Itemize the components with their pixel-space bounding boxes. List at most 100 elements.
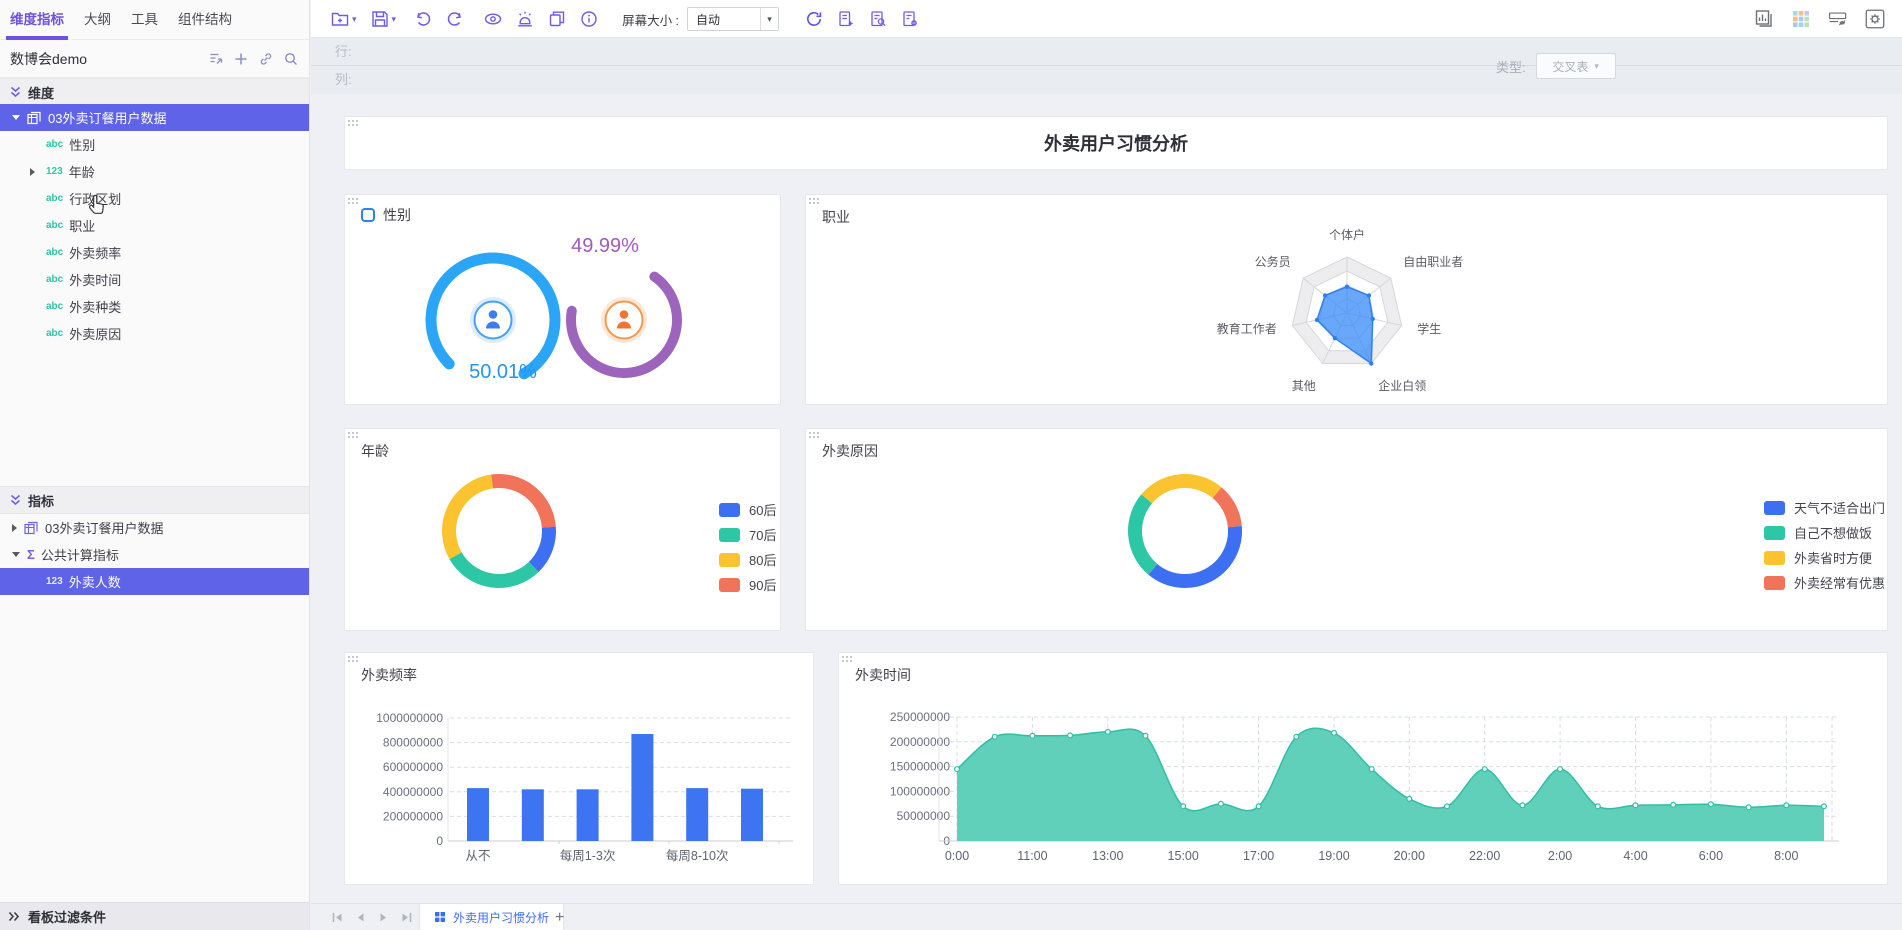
dimension-field-4[interactable]: abc 外卖频率 [0, 239, 309, 266]
dimension-root-row[interactable]: 03外卖订餐用户数据 [0, 104, 309, 131]
caret-down-icon[interactable] [12, 552, 20, 557]
new-folder-caret[interactable]: ▾ [352, 13, 357, 24]
title-widget[interactable]: 外卖用户习惯分析 [344, 116, 1888, 170]
publish-icon[interactable] [208, 51, 224, 67]
widget-grid-icon[interactable] [1790, 8, 1812, 30]
metric-section-header[interactable]: 指标 [0, 486, 309, 514]
field-type-icon: abc [46, 328, 64, 339]
field-type-icon: abc [46, 274, 64, 285]
doc-add-icon[interactable] [835, 8, 857, 30]
redo-icon[interactable] [444, 8, 466, 30]
chart-type-label: 类型: [1496, 59, 1526, 75]
age-widget[interactable]: 年龄 60后 70后 80后 90后 [344, 428, 781, 631]
link-icon[interactable] [258, 51, 274, 67]
dimension-field-5[interactable]: abc 外卖时间 [0, 266, 309, 293]
reason-widget[interactable]: 外卖原因 天气不适合出门 自己不想做饭 外卖省时方便 外卖经常有优惠 [805, 428, 1888, 631]
drag-handle[interactable] [348, 432, 359, 439]
metric-item-0[interactable]: 03外卖订餐用户数据 [0, 514, 309, 541]
next-sheet-icon[interactable] [377, 911, 390, 924]
doc-search-icon[interactable] [867, 8, 889, 30]
table-icon [27, 111, 41, 124]
doc-settings-icon[interactable] [899, 8, 921, 30]
reason-legend-item-3[interactable]: 外卖经常有优惠 [1764, 570, 1885, 595]
info-icon[interactable] [578, 8, 600, 30]
chart-gallery-icon[interactable] [1753, 8, 1775, 30]
copy-icon[interactable] [546, 8, 568, 30]
occupation-widget[interactable]: 职业 个体户 自由职业者 学生 企业白领 其他 教育工作者 公务员 [805, 194, 1888, 405]
legend-swatch [1764, 500, 1785, 515]
drag-handle[interactable] [348, 656, 359, 663]
add-sheet-button[interactable]: + [555, 908, 565, 926]
metric-item-2[interactable]: 123 外卖人数 [0, 568, 309, 595]
reason-legend-item-2[interactable]: 外卖省时方便 [1764, 545, 1885, 570]
frequency-widget[interactable]: 外卖频率 1000000000 800000000 600000000 4000000… [344, 652, 814, 885]
age-legend-item-2[interactable]: 80后 [719, 547, 776, 572]
time-area-chart: 250000000 200000000 150000000 100000000 5000… [890, 710, 1839, 863]
reason-legend-item-1[interactable]: 自己不想做饭 [1764, 520, 1885, 545]
reason-legend-item-0[interactable]: 天气不适合出门 [1764, 495, 1885, 520]
chart-type-select[interactable]: 交叉表 ▾ [1535, 53, 1616, 79]
metric-label: 外卖人数 [68, 575, 121, 590]
sidebar-tab-0[interactable]: 维度指标 [6, 0, 68, 40]
metric-label: 公共计算指标 [40, 548, 119, 563]
widget-selected-checkbox[interactable] [361, 208, 375, 222]
legend-label: 天气不适合出门 [1794, 501, 1886, 516]
gender-widget[interactable]: 性别 49.99% 50.01% [344, 194, 781, 405]
alert-icon[interactable] [514, 8, 536, 30]
dashboard-filter-bar[interactable]: 看板过滤条件 [0, 902, 309, 930]
workspace-title: 数博会demo [10, 50, 88, 67]
svg-text:400000000: 400000000 [383, 785, 443, 799]
svg-text:15:00: 15:00 [1168, 849, 1199, 863]
caret-right-icon[interactable] [12, 523, 17, 532]
save-icon[interactable] [369, 8, 391, 30]
drag-handle[interactable] [348, 120, 359, 127]
caret-right-icon[interactable] [30, 167, 35, 176]
settings-icon[interactable] [1864, 8, 1886, 30]
dimension-field-2[interactable]: abc行政区划 [0, 185, 309, 212]
search-icon[interactable] [283, 51, 299, 67]
table-icon [24, 521, 38, 534]
dimension-field-1[interactable]: 123 年龄 [0, 158, 309, 185]
age-legend-item-0[interactable]: 60后 [719, 497, 776, 522]
prev-sheet-icon[interactable] [354, 911, 367, 924]
age-legend-item-3[interactable]: 90后 [719, 572, 776, 597]
row-shelf[interactable]: 行: [311, 38, 1902, 66]
legend-label: 80后 [749, 553, 777, 568]
preview-icon[interactable] [482, 8, 504, 30]
sidebar-tab-1[interactable]: 大纲 [84, 11, 111, 27]
dimension-field-7[interactable]: abc 外卖原因 [0, 320, 309, 347]
field-type-icon: 123 [46, 576, 63, 587]
last-sheet-icon[interactable] [400, 911, 413, 924]
dashboard-title: 外卖用户习惯分析 [1044, 134, 1188, 154]
save-caret[interactable]: ▾ [391, 13, 397, 24]
dimension-field-0[interactable]: abc 性别 [0, 131, 309, 158]
svg-text:100000000: 100000000 [890, 784, 950, 798]
metric-item-1[interactable]: Σ 公共计算指标 [0, 541, 309, 568]
sidebar-tab-2[interactable]: 工具 [131, 11, 158, 27]
dimension-field-6[interactable]: abc 外卖种类 [0, 293, 309, 320]
sidebar-tabs: 维度指标 大纲 工具 组件结构 [0, 0, 309, 40]
drag-handle[interactable] [842, 656, 853, 663]
new-folder-icon[interactable] [329, 8, 351, 30]
drag-handle[interactable] [348, 198, 359, 205]
drag-handle[interactable] [809, 432, 820, 439]
legend-label: 70后 [749, 528, 777, 543]
screen-size-select[interactable]: 自动 ▾ [687, 7, 780, 31]
add-icon[interactable] [233, 51, 249, 67]
drag-handle[interactable] [809, 198, 820, 205]
svg-text:1000000000: 1000000000 [376, 711, 443, 725]
sidebar-tab-3[interactable]: 组件结构 [178, 11, 232, 27]
collapse-section-icon [10, 86, 21, 98]
dimension-field-3[interactable]: abc 职业 [0, 212, 309, 239]
first-sheet-icon[interactable] [331, 911, 344, 924]
active-sheet-tab[interactable]: 外卖用户习惯分析 [419, 904, 565, 930]
refresh-icon[interactable] [803, 8, 825, 30]
chevron-down-icon: ▾ [1594, 60, 1599, 71]
hidden-widgets-icon[interactable] [1827, 8, 1849, 30]
time-widget[interactable]: 外卖时间 250000000 200000000 150000000 10000000… [838, 652, 1888, 885]
age-legend-item-1[interactable]: 70后 [719, 522, 776, 547]
dimension-section-header[interactable]: 维度 [0, 78, 309, 106]
undo-icon[interactable] [412, 8, 434, 30]
column-shelf[interactable]: 列: [335, 72, 352, 87]
